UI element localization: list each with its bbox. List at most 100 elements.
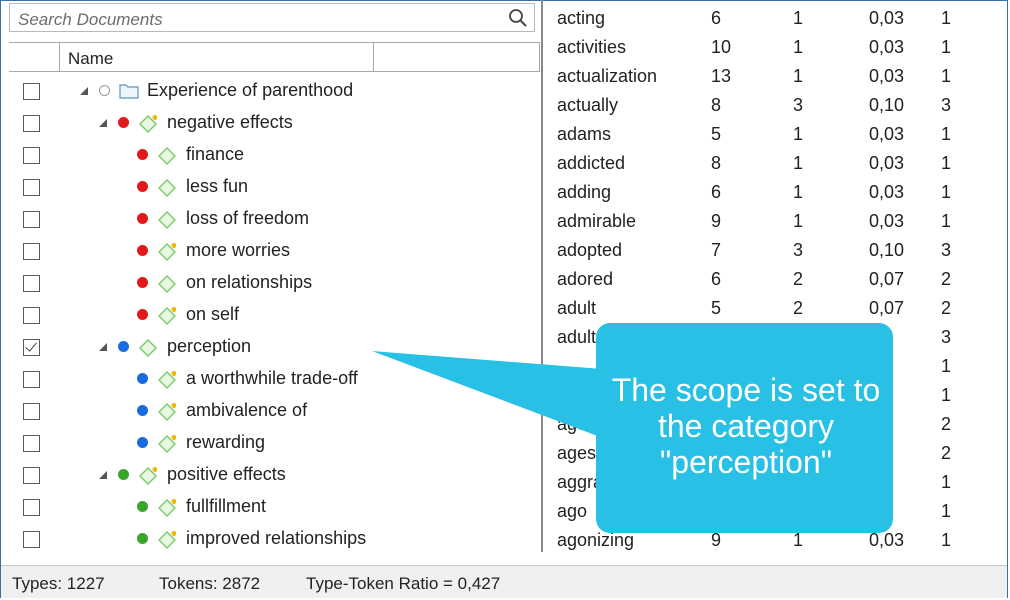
- color-marker-icon: [118, 117, 129, 128]
- percent-cell: 0,10: [869, 240, 905, 260]
- count-cell: 3: [941, 327, 952, 347]
- word-row[interactable]: adopted 7 3 0,10 3: [557, 237, 1007, 266]
- search-documents-box[interactable]: Search Documents: [9, 3, 535, 32]
- code-icon: [158, 243, 176, 261]
- expand-collapse-icon[interactable]: [99, 343, 107, 351]
- row-checkbox[interactable]: [23, 307, 40, 324]
- documents-cell: 1: [793, 124, 804, 144]
- tree-row[interactable]: ambivalence of: [0, 395, 540, 427]
- row-checkbox[interactable]: [23, 435, 40, 452]
- row-checkbox[interactable]: [23, 83, 40, 100]
- row-checkbox[interactable]: [23, 499, 40, 516]
- expand-collapse-icon[interactable]: [80, 87, 88, 95]
- word-cell: admirable: [557, 211, 637, 231]
- word-row[interactable]: adult 5 2 0,07 2: [557, 295, 1007, 324]
- column-divider[interactable]: [59, 43, 60, 72]
- row-checkbox[interactable]: [23, 531, 40, 548]
- code-icon: [158, 179, 176, 197]
- percent-cell: 0,03: [869, 66, 905, 86]
- frequency-cell: 5: [711, 298, 722, 318]
- tree-row[interactable]: finance: [0, 139, 540, 171]
- documents-cell: 1: [793, 8, 804, 28]
- pane-splitter[interactable]: [541, 0, 543, 552]
- word-row[interactable]: acting 6 1 0,03 1: [557, 5, 1007, 34]
- column-divider[interactable]: [373, 43, 374, 72]
- tree-row[interactable]: more worries: [0, 235, 540, 267]
- count-cell: 1: [941, 501, 952, 521]
- word-cell: actually: [557, 95, 619, 115]
- count-cell: 1: [941, 530, 952, 550]
- row-checkbox[interactable]: [23, 179, 40, 196]
- search-icon[interactable]: [508, 8, 528, 28]
- tree-row[interactable]: perception: [0, 331, 540, 363]
- documents-cell: 3: [793, 95, 804, 115]
- word-row[interactable]: agonizing 9 1 0,03 1: [557, 527, 1007, 556]
- row-checkbox[interactable]: [23, 275, 40, 292]
- word-row[interactable]: actualization 13 1 0,03 1: [557, 63, 1007, 92]
- row-checkbox[interactable]: [23, 403, 40, 420]
- word-row[interactable]: adding 6 1 0,03 1: [557, 179, 1007, 208]
- row-checkbox[interactable]: [23, 339, 40, 356]
- tree-row[interactable]: negative effects: [0, 107, 540, 139]
- row-checkbox[interactable]: [23, 211, 40, 228]
- tree-row[interactable]: Experience of parenthood: [0, 75, 540, 107]
- documents-cell: 1: [793, 37, 804, 57]
- frequency-cell: 13: [711, 66, 732, 86]
- tree-row[interactable]: improved relationships: [0, 523, 540, 555]
- word-cell: adults: [557, 327, 606, 347]
- tree-item-label: ambivalence of: [186, 400, 308, 420]
- tree-item-label: Experience of parenthood: [147, 80, 354, 100]
- frequency-cell: 9: [711, 530, 722, 550]
- code-icon: [158, 371, 176, 389]
- type-token-ratio: Type-Token Ratio = 0,427: [306, 574, 501, 593]
- tree-row[interactable]: on self: [0, 299, 540, 331]
- count-cell: 3: [941, 95, 952, 115]
- row-checkbox[interactable]: [23, 371, 40, 388]
- tree-item-label: more worries: [186, 240, 291, 260]
- word-row[interactable]: addicted 8 1 0,03 1: [557, 150, 1007, 179]
- search-input[interactable]: Search Documents: [18, 10, 163, 29]
- row-checkbox[interactable]: [23, 467, 40, 484]
- tree-item-label: perception: [167, 336, 252, 356]
- tree-item-label: positive effects: [167, 464, 286, 484]
- count-cell: 2: [941, 443, 952, 463]
- tree-row[interactable]: rewarding: [0, 427, 540, 459]
- name-column-header[interactable]: Name: [68, 49, 114, 68]
- expand-collapse-icon[interactable]: [99, 119, 107, 127]
- tree-row[interactable]: fullfillment: [0, 491, 540, 523]
- color-marker-icon: [118, 469, 129, 480]
- word-cell: ages: [557, 443, 597, 463]
- tree-row[interactable]: loss of freedom: [0, 203, 540, 235]
- color-marker-icon: [137, 405, 148, 416]
- code-icon: [139, 339, 157, 357]
- frequency-cell: 10: [711, 37, 732, 57]
- frequency-cell: 6: [711, 8, 722, 28]
- tree-row[interactable]: less fun: [0, 171, 540, 203]
- color-marker-icon: [118, 341, 129, 352]
- percent-cell: 0,07: [869, 269, 905, 289]
- row-checkbox[interactable]: [23, 243, 40, 260]
- row-checkbox[interactable]: [23, 115, 40, 132]
- documents-cell: 2: [793, 298, 804, 318]
- expand-collapse-icon[interactable]: [99, 471, 107, 479]
- word-cell: adding: [557, 182, 612, 202]
- color-marker-icon: [137, 437, 148, 448]
- count-cell: 2: [941, 414, 952, 434]
- tree-row[interactable]: on relationships: [0, 267, 540, 299]
- word-cell: acting: [557, 8, 606, 28]
- tree-row[interactable]: a worthwhile trade-off: [0, 363, 540, 395]
- word-row[interactable]: activities 10 1 0,03 1: [557, 34, 1007, 63]
- word-row[interactable]: admirable 9 1 0,03 1: [557, 208, 1007, 237]
- word-cell: aggra: [557, 472, 604, 492]
- tree-item-label: loss of freedom: [186, 208, 310, 228]
- count-cell: 1: [941, 66, 952, 86]
- word-row[interactable]: actually 8 3 0,10 3: [557, 92, 1007, 121]
- frequency-cell: 8: [711, 153, 722, 173]
- callout-bubble: [596, 323, 893, 533]
- count-cell: 1: [941, 182, 952, 202]
- word-row[interactable]: adored 6 2 0,07 2: [557, 266, 1007, 295]
- color-marker-icon: [137, 213, 148, 224]
- word-row[interactable]: adams 5 1 0,03 1: [557, 121, 1007, 150]
- row-checkbox[interactable]: [23, 147, 40, 164]
- tree-row[interactable]: positive effects: [0, 459, 540, 491]
